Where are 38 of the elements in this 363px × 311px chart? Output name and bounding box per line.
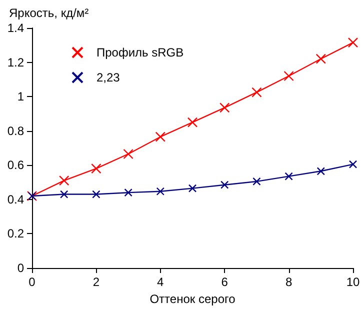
point — [220, 102, 230, 113]
point — [124, 188, 132, 197]
x-tick-label: 8 — [285, 275, 292, 289]
point — [220, 180, 229, 189]
point — [187, 117, 198, 128]
x-tick-label: 6 — [221, 275, 228, 289]
point — [316, 167, 325, 176]
point — [155, 132, 166, 142]
point — [348, 37, 358, 48]
y-tick-label: 0.6 — [7, 158, 24, 172]
point — [284, 172, 293, 180]
point — [92, 190, 100, 198]
point — [123, 148, 134, 160]
point — [59, 175, 70, 186]
point — [284, 70, 294, 82]
y-tick-label: 1 — [17, 90, 24, 104]
y-tick-label: 0.2 — [7, 226, 24, 241]
y-axis-title: Яркость, кд/м² — [9, 6, 89, 20]
x-tick-label: 10 — [346, 275, 360, 289]
y-tick-label: 0.4 — [7, 192, 24, 206]
x-tick-label: 0 — [28, 275, 36, 289]
point — [91, 163, 102, 174]
y-tick-label: 0 — [17, 261, 24, 275]
legend-label: Профиль sRGB — [96, 46, 184, 60]
y-tick-label: 1.4 — [7, 21, 24, 35]
y-tick-label: 1.2 — [7, 55, 24, 70]
point — [252, 177, 261, 186]
point — [156, 187, 164, 196]
x-tick-label: 2 — [92, 275, 100, 289]
x-axis-title: Оттенок серого — [150, 292, 236, 306]
point — [188, 184, 197, 192]
point — [348, 160, 358, 168]
x-tick-label: 4 — [157, 275, 164, 289]
point — [316, 54, 326, 64]
point — [60, 190, 68, 198]
legend-label: 2,23 — [96, 70, 120, 84]
y-tick-label: 0.8 — [7, 124, 24, 138]
point — [252, 87, 262, 98]
